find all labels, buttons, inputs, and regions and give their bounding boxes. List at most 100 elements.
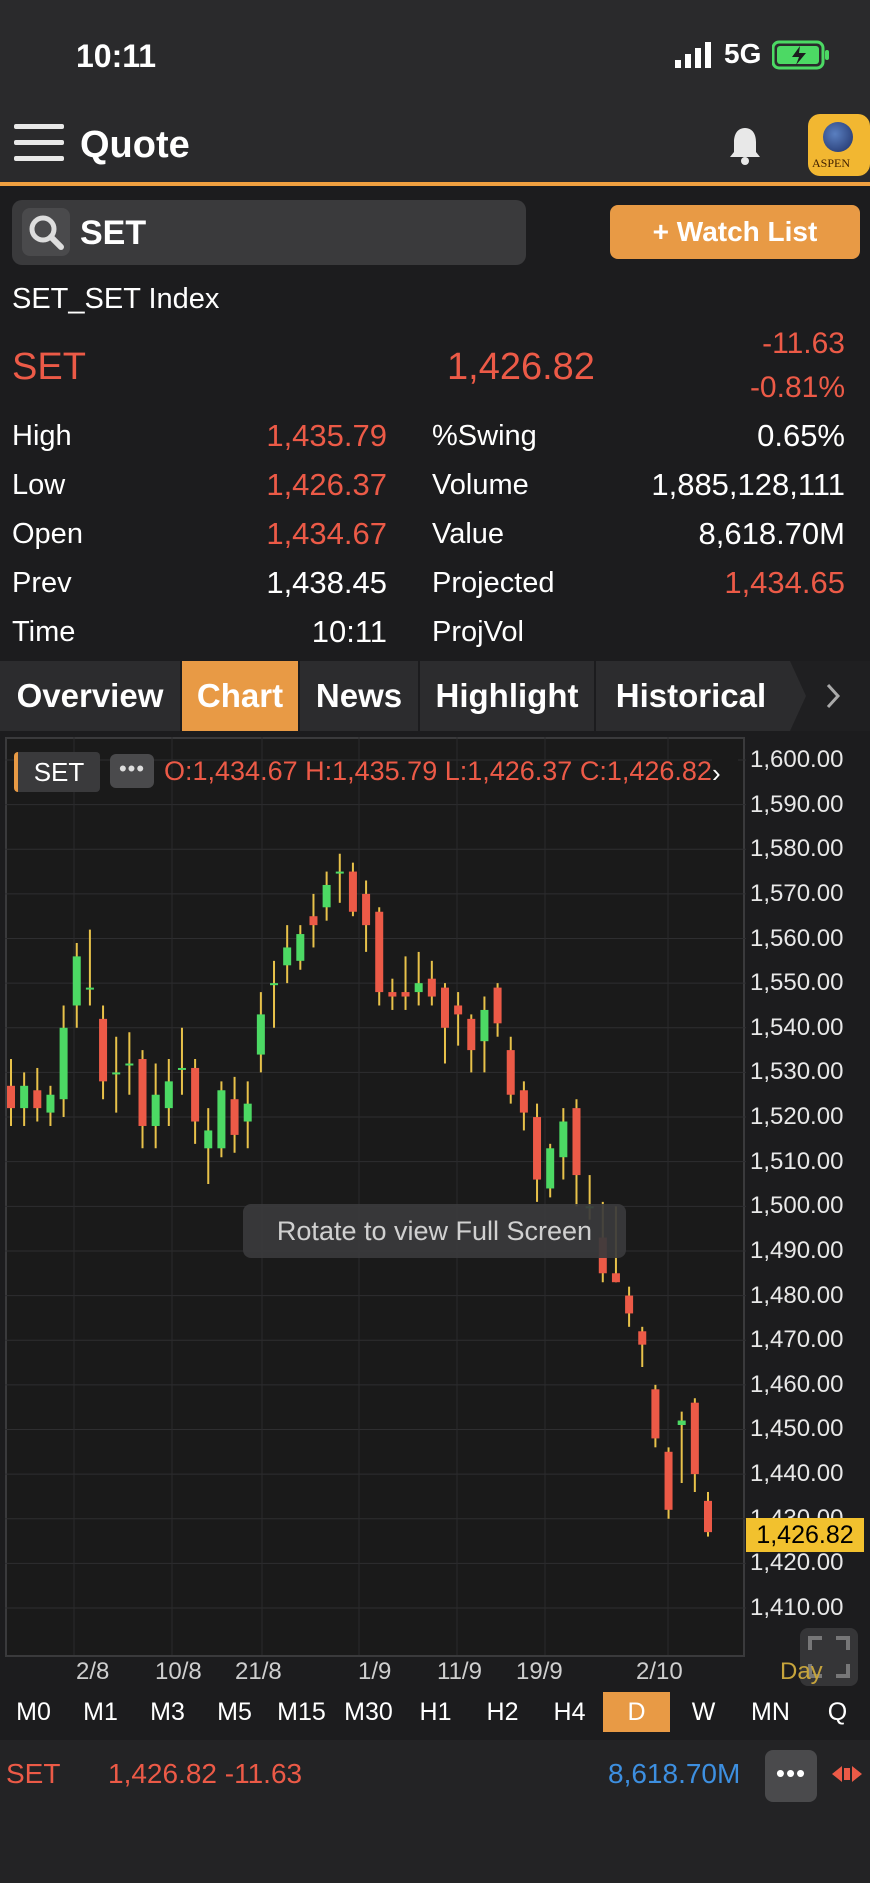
tab-bar: Overview Chart News Highlight Historical [0, 661, 870, 731]
candle [506, 1036, 515, 1104]
candle-body [690, 1402, 699, 1475]
chart-more-button[interactable]: ••• [110, 754, 154, 788]
candle [559, 1108, 568, 1180]
y-tick-label: 1,590.00 [750, 790, 844, 818]
logo-text: ASPEN [812, 156, 851, 170]
period-q[interactable]: Q [827, 1698, 848, 1726]
candle [454, 992, 463, 1046]
menu-icon[interactable] [14, 124, 64, 166]
period-m0[interactable]: M0 [16, 1698, 51, 1726]
candle-body [230, 1099, 239, 1135]
last-price-tag: 1,426.82 [746, 1518, 864, 1552]
candle-body [533, 1117, 542, 1180]
y-tick-label: 1,420.00 [750, 1549, 844, 1577]
y-tick-label: 1,500.00 [750, 1192, 844, 1220]
ticker-price-change: 1,426.82 -11.63 [108, 1758, 303, 1789]
chart-panel[interactable] [5, 737, 745, 1657]
candle-body [85, 987, 94, 990]
ohlc-expand-arrow[interactable]: › [712, 755, 738, 791]
ticker-more-button[interactable]: ••• [765, 1750, 817, 1802]
candle-body [401, 992, 410, 997]
price-axis [746, 737, 870, 1657]
stat-label-value: Value [432, 518, 505, 550]
candle-body [638, 1331, 647, 1345]
period-w[interactable]: W [691, 1698, 716, 1726]
candle-body [125, 1063, 134, 1066]
period-h1[interactable]: H1 [419, 1698, 452, 1726]
candle [125, 1032, 134, 1095]
period-m3[interactable]: M3 [150, 1698, 185, 1726]
candle-body [7, 1085, 15, 1109]
symbol-search-input[interactable]: SET [12, 200, 526, 265]
candle-body [99, 1018, 108, 1082]
x-tick-label: 10/8 [155, 1658, 202, 1685]
stat-value-projected: 1,434.65 [724, 565, 845, 600]
period-mn[interactable]: MN [751, 1698, 790, 1726]
period-h4[interactable]: H4 [553, 1698, 586, 1726]
tab-chart[interactable]: Chart [182, 661, 300, 731]
period-m15[interactable]: M15 [277, 1698, 326, 1726]
timeframe-label: Day [780, 1658, 823, 1685]
candle [191, 1059, 200, 1144]
stat-label-volume: Volume [432, 469, 529, 501]
index-name: SET_SET Index [12, 283, 220, 315]
candle [243, 1081, 252, 1149]
x-tick-label: 2/10 [636, 1658, 683, 1685]
candle-body [348, 871, 357, 912]
ticker-value: 8,618.70M [608, 1758, 741, 1789]
period-d[interactable]: D [603, 1692, 670, 1732]
period-m1[interactable]: M1 [83, 1698, 118, 1726]
candle [348, 862, 357, 917]
period-m30[interactable]: M30 [344, 1698, 393, 1726]
candle-body [283, 947, 292, 966]
stat-value-low: 1,426.37 [266, 467, 387, 502]
tab-news[interactable]: News [300, 661, 420, 731]
y-tick-label: 1,440.00 [750, 1460, 844, 1488]
tab-highlight[interactable]: Highlight [420, 661, 596, 731]
y-tick-label: 1,560.00 [750, 924, 844, 952]
x-tick-label: 11/9 [437, 1658, 482, 1685]
search-button[interactable] [22, 208, 70, 256]
stat-label-prev: Prev [12, 567, 72, 599]
tab-overview[interactable]: Overview [0, 661, 182, 731]
candle-body [309, 916, 318, 926]
period-h2[interactable]: H2 [486, 1698, 519, 1726]
candle-body [677, 1420, 686, 1426]
candle [177, 1027, 186, 1095]
ticker-arrows-icon[interactable] [830, 1758, 864, 1790]
fullscreen-button[interactable] [800, 1628, 858, 1686]
ticker-symbol[interactable]: SET [6, 1758, 61, 1789]
quote-symbol: SET [12, 346, 86, 388]
candle [533, 1103, 542, 1202]
chevron-right-icon [790, 661, 841, 731]
candle-body [151, 1094, 160, 1126]
candle-body [480, 1009, 489, 1042]
candle-body [454, 1005, 463, 1015]
candle [480, 996, 489, 1073]
x-tick-label: 2/8 [76, 1658, 110, 1685]
candle [572, 1099, 581, 1207]
candle-body [204, 1130, 213, 1149]
tab-historical[interactable]: Historical [615, 677, 767, 714]
bell-icon[interactable] [726, 124, 764, 166]
aspen-logo[interactable]: ASPEN [808, 114, 870, 176]
candlestick-chart[interactable] [5, 737, 746, 1656]
candle-body [296, 934, 305, 961]
globe-icon [823, 122, 853, 152]
candle [677, 1411, 686, 1484]
period-m5[interactable]: M5 [217, 1698, 252, 1726]
tabs-scroll-right-button[interactable] [790, 661, 870, 731]
candle [388, 978, 397, 1010]
rotate-hint-toast: Rotate to view Full Screen [243, 1204, 626, 1258]
add-watchlist-button[interactable]: + Watch List [610, 205, 860, 259]
candle-body [440, 987, 449, 1028]
chart-symbol-chip[interactable]: SET [14, 752, 100, 792]
price-change-percent: -0.81% [749, 371, 845, 404]
candle-body [335, 871, 344, 874]
y-tick-label: 1,530.00 [750, 1058, 844, 1086]
candle [256, 992, 265, 1073]
candle-body [59, 1027, 68, 1100]
candle [362, 880, 371, 952]
candle-body [704, 1500, 712, 1533]
candle [20, 1072, 29, 1126]
